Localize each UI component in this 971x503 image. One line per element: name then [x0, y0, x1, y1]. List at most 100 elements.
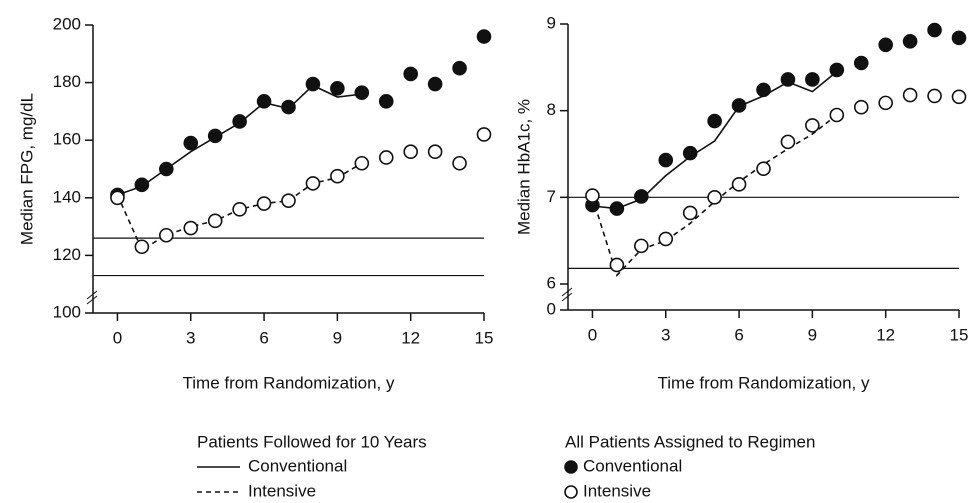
legend-label: Intensive: [248, 481, 316, 500]
y-tick-label: 9: [547, 13, 556, 32]
data-point: [159, 161, 174, 177]
x-tick-label: 3: [661, 325, 670, 344]
data-point: [354, 155, 370, 171]
x-tick-label: 12: [401, 328, 420, 347]
data-point: [476, 29, 492, 44]
data-point: [902, 34, 918, 49]
y-axis-label: Median HbA1c, %: [514, 99, 533, 235]
data-point: [354, 85, 370, 100]
legend-label: Conventional: [248, 456, 347, 475]
data-point: [829, 107, 845, 123]
data-point: [281, 193, 296, 208]
data-point: [452, 155, 467, 171]
data-point: [256, 196, 272, 211]
data-point: [853, 99, 869, 115]
data-point: [951, 89, 967, 105]
data-point: [585, 188, 600, 203]
data-point: [183, 135, 199, 151]
data-point: [305, 76, 321, 92]
data-point: [330, 168, 345, 184]
data-point: [682, 145, 698, 161]
axis-break: [86, 290, 98, 305]
data-point: [427, 76, 443, 92]
x-tick-label: 15: [475, 328, 494, 347]
data-point: [756, 82, 771, 98]
legend-title: All Patients Assigned to Regimen: [565, 432, 815, 451]
data-point: [305, 176, 321, 191]
data-point: [207, 128, 223, 144]
data-point: [805, 118, 820, 133]
data-point: [927, 22, 942, 38]
data-point: [951, 30, 967, 46]
data-point: [378, 150, 394, 165]
data-point: [452, 60, 467, 76]
y-axis-label: Median FPG, mg/dL: [17, 93, 36, 245]
data-point: [609, 257, 625, 273]
data-point: [427, 144, 443, 160]
data-point: [134, 177, 150, 193]
x-tick-label: 0: [113, 328, 122, 347]
x-tick-label: 6: [259, 328, 268, 347]
legend-swatch: [564, 460, 578, 474]
data-point: [658, 152, 674, 168]
y-tick-label: 6: [547, 273, 556, 292]
x-tick-label: 12: [876, 325, 895, 344]
x-tick-label: 6: [734, 325, 743, 344]
y-tick-label: 160: [53, 130, 81, 149]
x-tick-label: 3: [186, 328, 195, 347]
data-point: [232, 114, 247, 129]
x-tick-label: 15: [950, 325, 969, 344]
y-tick-label: 7: [547, 187, 556, 206]
data-point: [658, 231, 674, 247]
data-point: [805, 72, 820, 87]
data-point: [731, 177, 747, 192]
data-point: [878, 95, 893, 111]
data-point: [780, 134, 796, 150]
data-point: [707, 190, 722, 205]
data-point: [634, 189, 649, 204]
data-point: [207, 213, 223, 229]
data-point: [829, 62, 845, 78]
data-point: [232, 202, 247, 217]
y-tick-label: 180: [53, 72, 81, 91]
axis-break: [561, 287, 573, 302]
data-point: [378, 94, 394, 109]
data-point: [780, 72, 796, 87]
series-line: [592, 71, 838, 210]
x-axis-label: Time from Randomization, y: [658, 373, 870, 392]
data-point: [281, 99, 296, 115]
legend-swatch: [564, 485, 578, 499]
data-point: [902, 87, 918, 103]
data-point: [634, 238, 649, 254]
data-point: [183, 220, 199, 236]
legend-label: Intensive: [583, 481, 651, 500]
data-point: [878, 37, 893, 53]
data-point: [403, 144, 418, 160]
x-axis-label: Time from Randomization, y: [183, 373, 395, 392]
x-tick-label: 9: [808, 325, 817, 344]
legend-title: Patients Followed for 10 Years: [197, 432, 427, 451]
y-tick-label: 120: [53, 245, 81, 264]
data-point: [330, 81, 345, 96]
data-point: [476, 127, 492, 142]
y-tick-label: 200: [53, 14, 81, 33]
y-tick-label: 140: [53, 187, 81, 206]
x-tick-label: 9: [333, 328, 342, 347]
y-tick-label: 100: [53, 302, 81, 321]
data-point: [682, 205, 698, 221]
y-tick-label: 8: [547, 100, 556, 119]
x-tick-label: 0: [588, 325, 597, 344]
legend-label: Conventional: [583, 456, 682, 475]
y-tick-label: 0: [547, 299, 556, 318]
data-point: [731, 98, 747, 113]
data-point: [609, 201, 625, 216]
data-point: [756, 161, 771, 177]
data-point: [256, 94, 272, 109]
data-point: [707, 113, 722, 129]
data-point: [159, 227, 174, 243]
data-point: [853, 55, 869, 71]
data-point: [110, 190, 125, 206]
data-point: [927, 88, 942, 104]
data-point: [403, 66, 418, 82]
